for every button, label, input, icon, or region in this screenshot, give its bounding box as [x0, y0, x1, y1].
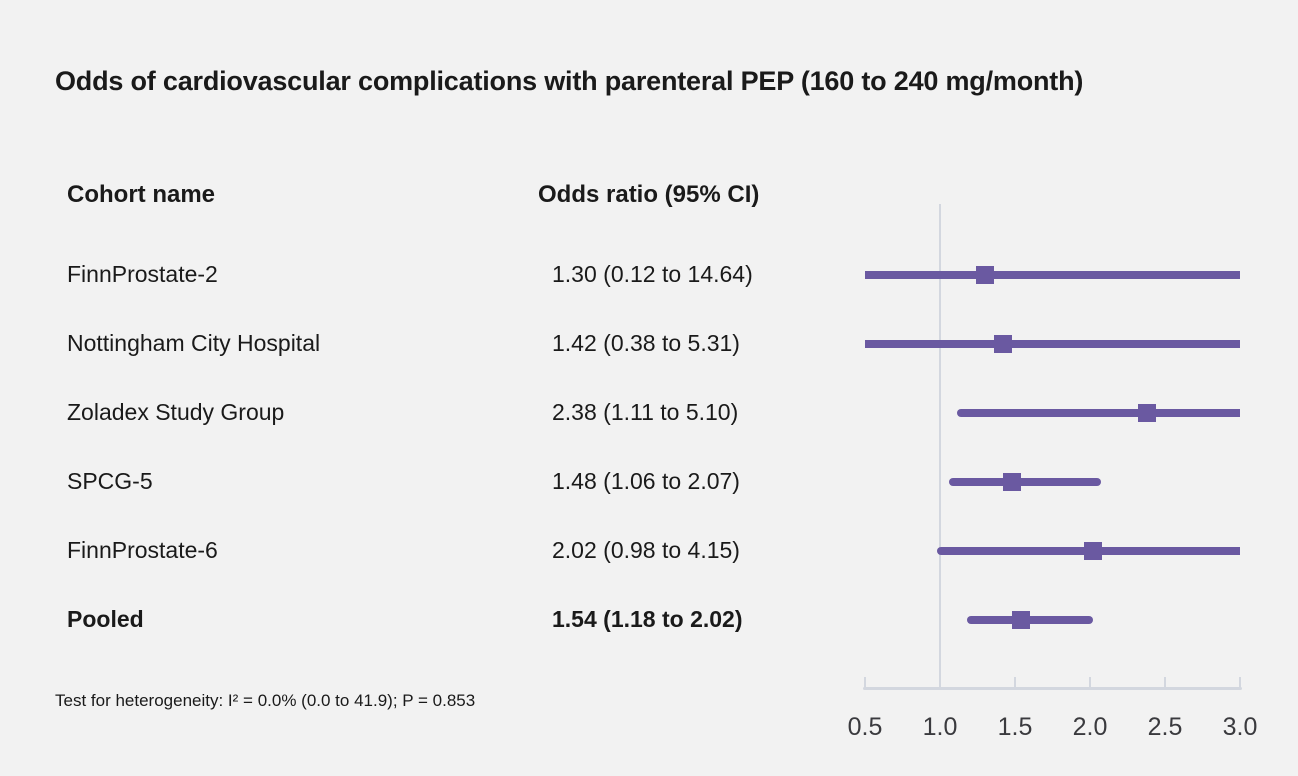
ci-line: [865, 271, 1240, 279]
x-axis-tick: [1163, 677, 1167, 688]
x-axis-tick-label: 1.5: [997, 713, 1033, 741]
x-axis-tick-label: 1.0: [922, 713, 958, 741]
ci-line: [865, 340, 1240, 348]
x-axis-line: [863, 687, 1242, 690]
x-axis-tick: [863, 677, 867, 688]
reference-line: [938, 204, 942, 690]
study-or-value: 1.42 (0.38 to 5.31): [552, 330, 740, 356]
or-marker: [994, 335, 1012, 353]
or-marker: [1003, 473, 1021, 491]
study-name: Nottingham City Hospital: [67, 330, 321, 356]
study-name: SPCG-5: [67, 468, 153, 494]
x-axis-tick-label: 3.0: [1222, 713, 1258, 741]
pooled-or-marker: [1012, 611, 1030, 629]
column-header-odds-ratio: Odds ratio (95% CI): [538, 181, 760, 208]
study-name: FinnProstate-2: [67, 261, 218, 287]
study-name: FinnProstate-6: [67, 537, 218, 563]
study-or-value: 1.54 (1.18 to 2.02): [552, 606, 743, 632]
column-header-cohort: Cohort name: [67, 181, 216, 208]
or-marker: [976, 266, 994, 284]
ci-line: [967, 616, 1093, 624]
x-axis-tick: [1013, 677, 1017, 688]
study-or-value: 1.30 (0.12 to 14.64): [552, 261, 753, 287]
study-or-value: 1.48 (1.06 to 2.07): [552, 468, 740, 494]
x-axis-tick: [1238, 677, 1242, 688]
study-or-value: 2.02 (0.98 to 4.15): [552, 537, 740, 563]
page-title: Odds of cardiovascular complications wit…: [55, 66, 1084, 96]
study-or-value: 2.38 (1.11 to 5.10): [552, 399, 739, 425]
study-name: Pooled: [67, 606, 144, 632]
x-axis-tick: [938, 677, 942, 688]
heterogeneity-note: Test for heterogeneity: I² = 0.0% (0.0 t…: [55, 691, 476, 710]
ci-line: [949, 478, 1101, 486]
x-axis-tick-label: 2.0: [1072, 713, 1108, 741]
or-marker: [1084, 542, 1102, 560]
x-axis-tick: [1088, 677, 1092, 688]
study-name: Zoladex Study Group: [67, 399, 285, 425]
or-marker: [1138, 404, 1156, 422]
x-axis-tick-label: 2.5: [1147, 713, 1183, 741]
x-axis-tick-label: 0.5: [847, 713, 883, 741]
ci-line: [956, 409, 1240, 417]
